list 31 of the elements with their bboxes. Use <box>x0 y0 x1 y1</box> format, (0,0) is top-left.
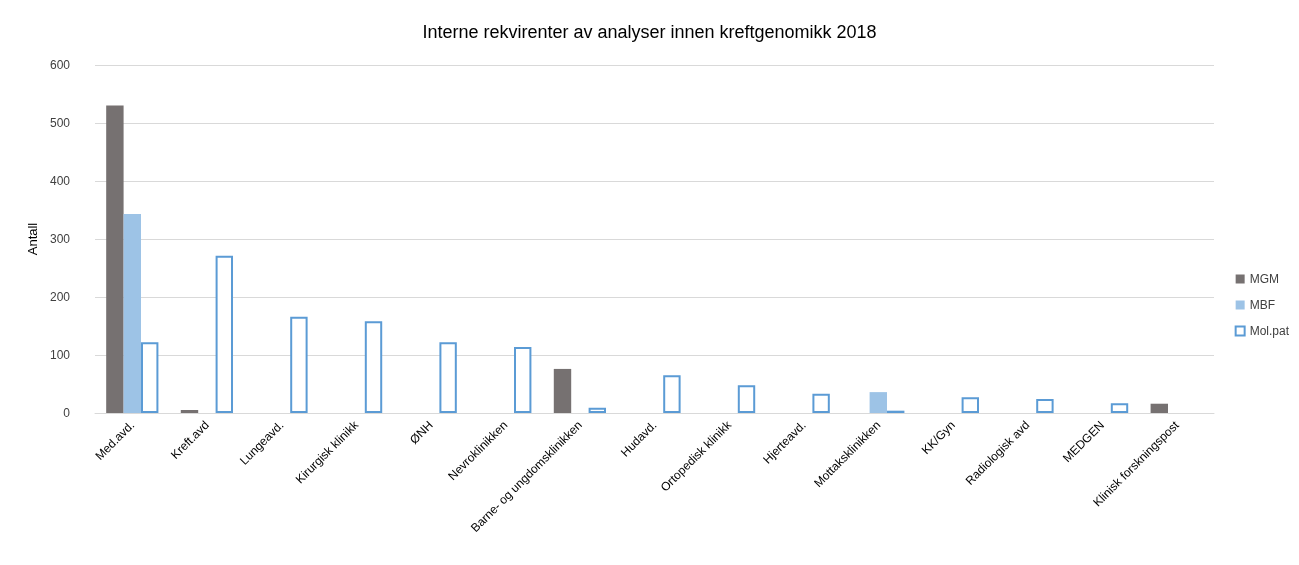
bar <box>1150 403 1168 413</box>
bar <box>141 342 159 413</box>
bar <box>215 255 234 413</box>
bar <box>663 375 681 413</box>
bar <box>439 342 457 413</box>
bar <box>961 397 980 413</box>
y-tick-label: 200 <box>49 290 71 304</box>
bar <box>180 410 199 413</box>
bar <box>588 407 607 413</box>
bar <box>364 321 383 413</box>
legend-label: Mol.pat <box>1249 324 1290 338</box>
y-tick-label: 300 <box>49 232 71 246</box>
y-tick-label: 400 <box>49 174 71 188</box>
bar <box>1036 399 1054 413</box>
bar <box>869 392 887 413</box>
y-tick-label: 500 <box>49 116 71 130</box>
bar <box>106 105 124 413</box>
y-tick-label: 0 <box>63 406 71 420</box>
chart-title: Interne rekvirenter av analyser innen kreftgenomikk 2018 <box>422 22 877 42</box>
bar <box>123 214 141 413</box>
bar <box>812 393 830 413</box>
legend-label: MGM <box>1249 272 1279 286</box>
bar <box>290 316 308 413</box>
legend-label: MBF <box>1249 298 1275 312</box>
y-axis-title: Antall <box>25 222 41 256</box>
y-tick-label: 600 <box>49 58 71 72</box>
y-tick-label: 100 <box>49 348 71 362</box>
bar <box>553 368 572 413</box>
bar <box>737 385 756 413</box>
bar <box>514 346 532 413</box>
bar <box>1110 403 1129 413</box>
